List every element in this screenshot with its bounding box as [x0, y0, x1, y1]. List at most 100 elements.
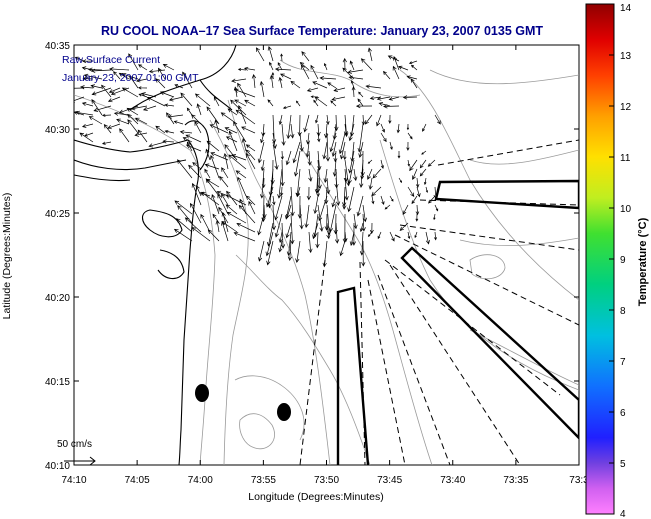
- current-vector: [397, 151, 401, 159]
- current-vector: [231, 78, 247, 83]
- current-vector: [235, 109, 256, 125]
- current-vector: [146, 97, 166, 107]
- current-vector: [313, 195, 319, 215]
- current-vector: [415, 204, 420, 216]
- current-vector: [209, 124, 229, 134]
- current-vector: [306, 186, 312, 201]
- current-vector: [362, 204, 368, 223]
- current-vector: [141, 92, 157, 98]
- current-vector: [159, 91, 175, 98]
- current-vector: [310, 95, 319, 99]
- current-vector: [272, 195, 276, 206]
- current-vector: [221, 167, 229, 179]
- current-vector: [369, 222, 374, 234]
- x-axis-label: Longitude (Degrees:Minutes): [248, 491, 383, 503]
- current-vector: [407, 132, 413, 140]
- current-vector: [225, 194, 247, 206]
- wedge-east: [434, 179, 579, 210]
- current-vector: [356, 195, 364, 217]
- current-vector: [323, 168, 328, 183]
- current-vector: [427, 159, 436, 167]
- current-vector: [206, 106, 220, 125]
- current-vector: [425, 186, 429, 193]
- current-vector: [380, 195, 385, 206]
- current-vector: [248, 200, 256, 215]
- current-vectors: [74, 45, 441, 268]
- current-vector: [348, 123, 355, 142]
- current-vector: [406, 123, 410, 131]
- current-vector: [126, 107, 139, 116]
- current-vector: [343, 168, 348, 183]
- current-vector: [396, 123, 400, 134]
- current-vector: [358, 141, 364, 158]
- current-vector: [224, 144, 238, 161]
- current-vector: [182, 71, 193, 89]
- current-vector: [411, 168, 418, 181]
- current-vector: [312, 81, 328, 89]
- current-vector: [285, 204, 292, 219]
- current-vector: [81, 102, 94, 107]
- y-tick-label: 40:20: [45, 293, 70, 304]
- current-vector: [325, 132, 331, 162]
- current-vector: [398, 177, 402, 183]
- current-vector: [192, 162, 202, 170]
- current-vector: [237, 82, 247, 98]
- current-vector: [177, 159, 193, 179]
- current-vector: [260, 159, 265, 172]
- current-vector: [361, 240, 366, 267]
- current-vector: [285, 150, 292, 166]
- current-vector: [168, 96, 184, 102]
- current-vector: [185, 134, 202, 143]
- y-axis: 40:35 40:30 40:25 40:20 40:15 40:10: [45, 41, 579, 472]
- current-vector: [267, 99, 274, 107]
- current-vector: [407, 159, 411, 167]
- station-marker: [195, 384, 209, 402]
- current-vector: [422, 123, 427, 132]
- current-vector: [361, 114, 366, 126]
- current-vector: [175, 218, 193, 233]
- current-vector: [274, 67, 292, 72]
- x-tick-label: 74:10: [61, 475, 86, 486]
- current-vector: [251, 73, 257, 89]
- current-vector: [221, 193, 229, 206]
- current-vector: [389, 141, 393, 151]
- current-vector: [347, 159, 355, 185]
- current-vector: [315, 114, 319, 124]
- current-vector: [301, 64, 310, 80]
- current-vector: [93, 105, 112, 112]
- chart-title: RU COOL NOAA–17 Sea Surface Temperature:…: [101, 24, 543, 38]
- y-axis-label: Latitude (Degrees:Minutes): [1, 193, 13, 320]
- current-vector: [308, 168, 313, 182]
- current-vector: [333, 87, 346, 92]
- current-vector: [415, 177, 420, 188]
- current-vector: [90, 84, 103, 89]
- colorbar-tick-label: 8: [620, 306, 626, 317]
- current-vector: [360, 168, 365, 180]
- current-vector: [359, 222, 364, 233]
- current-vector: [162, 139, 175, 144]
- colorbar-tick-label: 14: [620, 3, 632, 14]
- current-vector: [82, 76, 94, 81]
- colorbar-tick-label: 9: [620, 255, 626, 266]
- current-vector: [233, 121, 247, 143]
- current-vector: [128, 53, 139, 71]
- current-vector: [142, 105, 157, 111]
- current-vector: [173, 228, 193, 242]
- current-vector: [299, 132, 304, 152]
- current-vector: [258, 240, 265, 262]
- colorbar-tick-label: 11: [620, 153, 631, 164]
- current-vector: [423, 177, 427, 186]
- current-vector: [196, 103, 202, 116]
- current-vector: [279, 186, 284, 197]
- current-vector: [137, 86, 148, 90]
- current-vector: [371, 186, 382, 197]
- current-vector: [330, 100, 337, 107]
- colorbar-tick-label: 10: [620, 204, 632, 215]
- current-vector: [113, 111, 130, 116]
- current-vector: [361, 213, 366, 232]
- current-vector: [406, 75, 418, 80]
- current-vector: [343, 150, 347, 161]
- current-vector: [327, 82, 337, 89]
- current-vector: [101, 141, 112, 145]
- current-vector: [428, 195, 436, 204]
